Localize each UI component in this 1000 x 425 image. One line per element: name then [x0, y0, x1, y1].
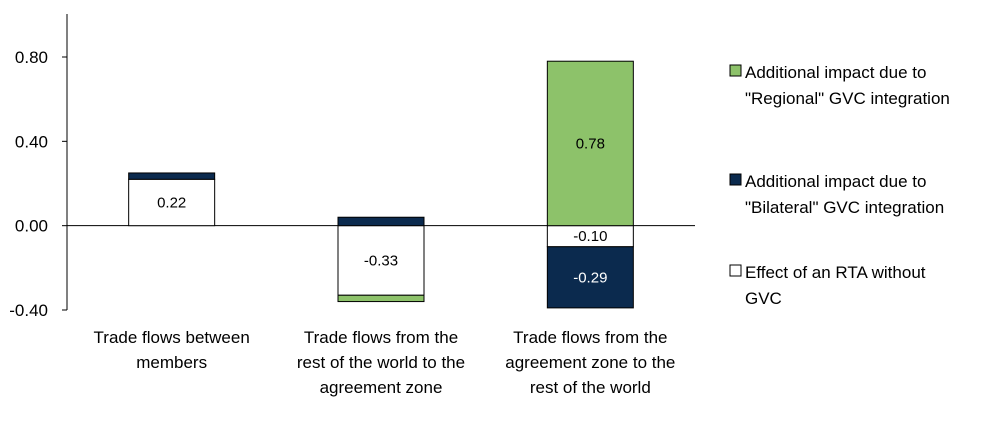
data-label: -0.33	[364, 252, 398, 269]
legend-swatch	[729, 264, 742, 277]
category-label: members	[136, 353, 207, 372]
legend-label: Additional impact due to	[745, 63, 926, 82]
legend-swatch	[729, 64, 742, 77]
data-label: -0.10	[573, 228, 607, 245]
category-label: agreement zone to the	[505, 353, 675, 372]
category-label: agreement zone	[320, 378, 443, 397]
bars	[128, 60, 634, 309]
legend-label: "Bilateral" GVC integration	[745, 198, 944, 217]
category-label: Trade flows from the	[304, 328, 458, 347]
category-label: rest of the world	[530, 378, 651, 397]
bar-segment	[546, 246, 634, 309]
bar-segment	[546, 60, 634, 227]
legend-label: "Regional" GVC integration	[745, 89, 950, 108]
category-label: rest of the world to the	[297, 353, 465, 372]
category-label: Trade flows from the	[513, 328, 667, 347]
category-labels: Trade flows between members Trade flows fr…	[94, 328, 676, 397]
legend-swatch	[729, 173, 742, 186]
legend-label: GVC	[745, 289, 782, 308]
data-labels: 0.22 -0.33 -0.10 -0.29 0.78	[157, 135, 607, 286]
category-label: Trade flows between	[94, 328, 250, 347]
bar-segment	[128, 172, 216, 180]
data-label: 0.78	[576, 135, 605, 152]
y-tick-label: 0.80	[15, 48, 48, 67]
legend-label: Additional impact due to	[745, 172, 926, 191]
bar-segment	[337, 216, 425, 227]
legend-label: Effect of an RTA without	[745, 263, 926, 282]
bar-segment	[337, 225, 425, 296]
y-tick-label: 0.40	[15, 132, 48, 151]
data-label: 0.22	[157, 194, 186, 211]
bar-segment	[337, 294, 425, 303]
y-tick-label: -0.40	[9, 301, 48, 320]
legend: Additional impact due to "Regional" GVC i…	[729, 63, 950, 308]
data-label: -0.29	[573, 269, 607, 286]
y-tick-label: 0.00	[15, 217, 48, 236]
